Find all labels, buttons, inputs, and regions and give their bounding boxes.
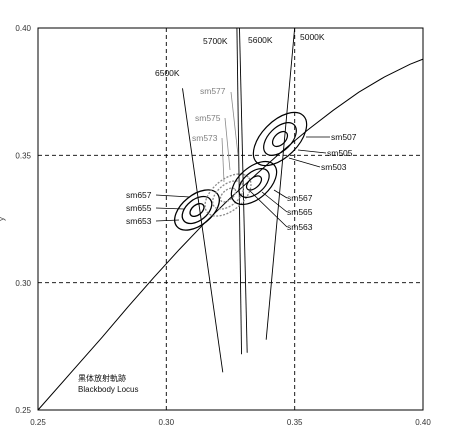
label-sm507: sm507 [331, 132, 357, 142]
ellipse-sm503 [271, 130, 289, 148]
cct-labels: 6500K 5700K 5600K 5000K [155, 32, 325, 78]
locus-annotation: 黒体放射軌跡 Blackbody Locus [78, 373, 138, 394]
plot-frame [37, 27, 424, 411]
ellipse-sm575 [211, 180, 245, 210]
label-sm575: sm575 [195, 113, 221, 123]
macadam-ellipses [174, 111, 308, 231]
label-sm565: sm565 [287, 207, 313, 217]
ellipse-group-sm56x [230, 160, 278, 206]
ellipse-labels: sm657 sm655 sm653 sm577 sm575 sm573 sm56… [126, 86, 357, 232]
y-tick-label: 0.40 [15, 24, 31, 33]
cct-label-5600k: 5600K [248, 35, 273, 45]
label-sm577: sm577 [200, 86, 226, 96]
label-sm563: sm563 [287, 222, 313, 232]
ellipse-sm505 [263, 122, 297, 156]
label-sm655: sm655 [126, 203, 152, 213]
ellipse-group-sm50x [252, 111, 308, 167]
x-tick-label: 0.25 [30, 418, 46, 427]
x-tick-labels: 0.25 0.30 0.35 0.40 [30, 418, 431, 427]
label-sm653: sm653 [126, 216, 152, 226]
label-sm567: sm567 [287, 193, 313, 203]
label-sm573: sm573 [192, 133, 218, 143]
y-tick-labels: 0.25 0.30 0.35 0.40 [15, 24, 31, 415]
ellipse-sm563 [245, 175, 263, 191]
grid-lines [38, 28, 423, 410]
y-tick-label: 0.25 [15, 406, 31, 415]
ellipse-leaders [155, 91, 330, 228]
x-tick-label: 0.35 [287, 418, 303, 427]
ellipse-sm565 [238, 168, 270, 198]
label-sm657: sm657 [126, 190, 152, 200]
ellipse-sm655 [181, 195, 213, 225]
cct-label-5000k: 5000K [300, 32, 325, 42]
ellipse-sm653 [189, 202, 205, 218]
cct-label-5700k: 5700K [203, 36, 228, 46]
blackbody-locus-curve [37, 58, 424, 411]
x-tick-label: 0.30 [159, 418, 175, 427]
ellipse-group-sm65x [174, 189, 220, 231]
isotemperature-line-5000k [265, 27, 296, 340]
label-sm503: sm503 [321, 162, 347, 172]
label-sm505: sm505 [327, 148, 353, 158]
locus-label-japanese: 黒体放射軌跡 [78, 373, 126, 383]
isotemperature-line-6500k [182, 88, 224, 373]
cct-label-6500k: 6500K [155, 68, 180, 78]
y-tick-label: 0.35 [15, 152, 31, 161]
ellipse-sm657 [174, 189, 220, 231]
y-axis-label: y [0, 217, 6, 221]
locus-label-english: Blackbody Locus [78, 385, 138, 394]
ellipse-sm507 [252, 111, 308, 167]
y-tick-label: 0.30 [15, 279, 31, 288]
ellipse-sm567 [230, 160, 278, 206]
x-tick-label: 0.40 [415, 418, 431, 427]
